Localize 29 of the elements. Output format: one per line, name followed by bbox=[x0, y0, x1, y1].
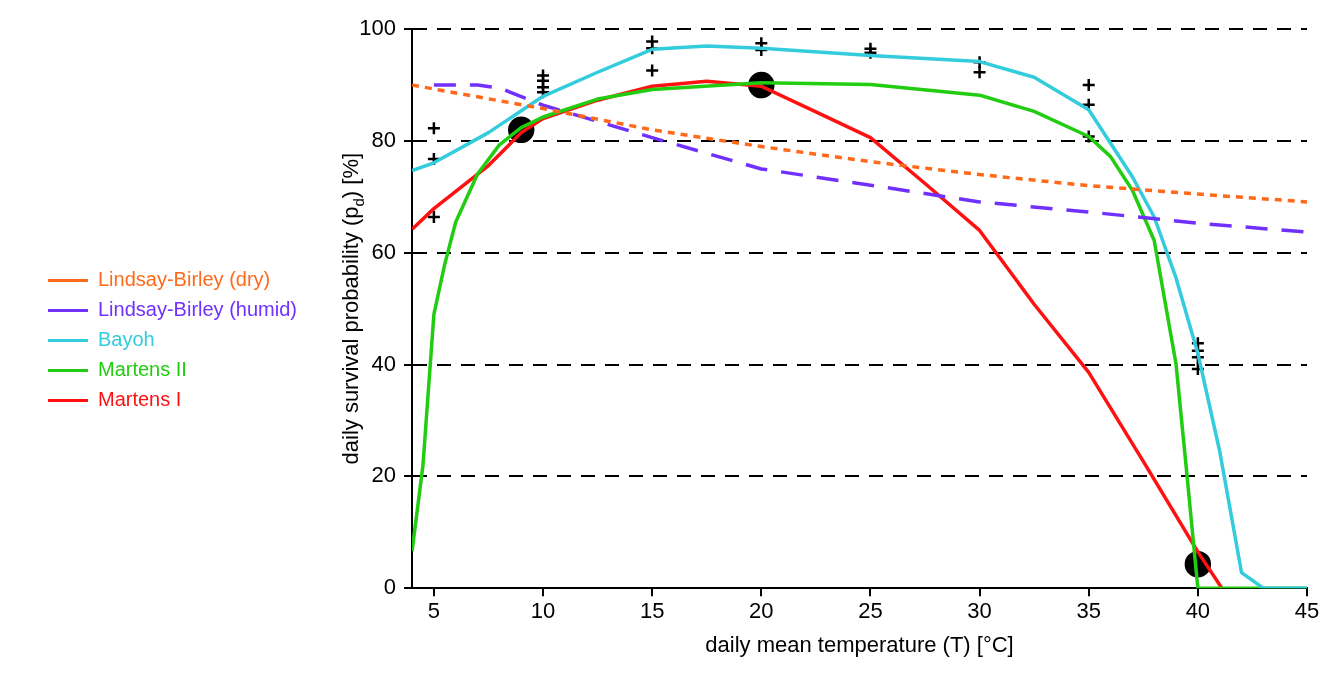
x-tick-label: 30 bbox=[967, 598, 992, 624]
x-tick-label: 5 bbox=[427, 598, 441, 624]
y-tick-label: 40 bbox=[371, 350, 397, 376]
y-tick-label: 60 bbox=[371, 238, 397, 264]
point bbox=[644, 63, 660, 78]
x-axis-title: daily mean temperature (T) [°C] bbox=[705, 631, 1014, 657]
x-tick-label: 25 bbox=[858, 598, 883, 624]
y-axis-title: daily survival probability (pd) [%] bbox=[338, 152, 368, 465]
y-tick-label: 0 bbox=[383, 574, 397, 600]
x-tick-label: 35 bbox=[1076, 598, 1101, 624]
point bbox=[972, 64, 987, 80]
y-tick-label: 20 bbox=[371, 462, 397, 488]
x-tick-label: 15 bbox=[639, 598, 665, 624]
point bbox=[426, 209, 442, 225]
legend-label: Lindsay-Birley (dry) bbox=[98, 268, 271, 291]
x-tick-label: 45 bbox=[1294, 598, 1320, 624]
legend-label: Bayoh bbox=[98, 328, 155, 351]
x-tick-label: 20 bbox=[749, 598, 774, 624]
point bbox=[426, 120, 442, 136]
y-tick-label: 80 bbox=[371, 127, 397, 153]
x-tick-label: 40 bbox=[1185, 598, 1211, 624]
line-series bbox=[412, 83, 1307, 204]
legend-label: Martens II bbox=[98, 358, 187, 381]
x-tick-label: 10 bbox=[530, 598, 556, 624]
legend-label: Lindsay-Birley (humid) bbox=[98, 298, 297, 321]
legend-label: Martens I bbox=[98, 388, 182, 411]
y-tick-label: 100 bbox=[359, 15, 397, 41]
line-series bbox=[432, 83, 1307, 234]
point bbox=[1081, 77, 1096, 93]
